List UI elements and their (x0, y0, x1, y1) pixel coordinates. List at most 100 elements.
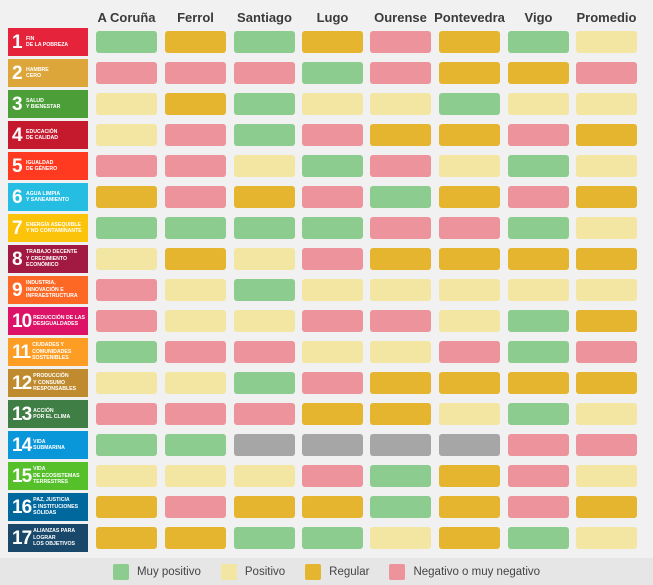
legend-swatch-regular (305, 563, 322, 580)
heatmap-cell (302, 31, 363, 53)
heatmap-cell (370, 496, 431, 518)
heatmap-cell (96, 248, 157, 270)
legend: Muy positivo Positivo Regular Negativo o… (0, 558, 653, 585)
heatmap-cell (439, 124, 500, 146)
heatmap-cell (234, 341, 295, 363)
sdg-number: 5 (12, 155, 23, 177)
sdg-number: 14 (12, 434, 32, 456)
heatmap-cell (439, 527, 500, 549)
heatmap-cell (96, 62, 157, 84)
sdg-title: AGUA LIMPIA Y SANEAMIENTO (26, 190, 70, 204)
heatmap-cell (165, 496, 226, 518)
sdg-label: 12 PRODUCCIÓN Y CONSUMO RESPONSABLES (8, 369, 88, 397)
sdg-number: 15 (12, 465, 32, 487)
heatmap-cell (234, 31, 295, 53)
heatmap-cell (508, 217, 569, 239)
heatmap-cell (576, 93, 637, 115)
heatmap-cell (302, 124, 363, 146)
heatmap-cell (508, 248, 569, 270)
sdg-title: VIDA SUBMARINA (33, 438, 65, 452)
heatmap-cell (370, 124, 431, 146)
sdg-title: CIUDADES Y COMUNIDADES SOSTENIBLES (32, 342, 72, 362)
heatmap-cell (234, 279, 295, 301)
heatmap-cell (96, 310, 157, 332)
sdg-title: ENERGÍA ASEQUIBLE Y NO CONTAMINANTE (26, 221, 82, 235)
sdg-label: 14 VIDA SUBMARINA (8, 431, 88, 459)
heatmap-cell (96, 341, 157, 363)
sdg-title: TRABAJO DECENTE Y CRECIMIENTO ECONÓMICO (26, 249, 78, 269)
heatmap-cell (234, 527, 295, 549)
sdg-label: 16 PAZ, JUSTICIA E INSTITUCIONES SÓLIDAS (8, 493, 88, 521)
sdg-number: 11 (12, 341, 31, 363)
heatmap-cell (302, 62, 363, 84)
heatmap-cell (96, 279, 157, 301)
column-header: Promedio (576, 10, 637, 25)
heatmap-cell (439, 372, 500, 394)
heatmap-cell (576, 248, 637, 270)
legend-label: Negativo o muy negativo (413, 565, 541, 578)
heatmap-cell (508, 341, 569, 363)
heatmap-cell (165, 465, 226, 487)
heatmap-cell (234, 310, 295, 332)
heatmap-cell (439, 93, 500, 115)
heatmap-cell (370, 62, 431, 84)
heatmap-cell (508, 434, 569, 456)
heatmap-cell (234, 186, 295, 208)
sdg-number: 9 (12, 279, 23, 301)
heatmap-cell (508, 403, 569, 425)
heatmap-cell (96, 155, 157, 177)
heatmap-cell (508, 186, 569, 208)
sdg-number: 1 (12, 31, 23, 53)
sdg-label: 4 EDUCACIÓN DE CALIDAD (8, 121, 88, 149)
sdg-title: IGUALDAD DE GÉNERO (26, 159, 58, 173)
heatmap-cell (370, 527, 431, 549)
heatmap-cell (576, 62, 637, 84)
legend-swatch-negativo (389, 563, 406, 580)
column-header: Ferrol (177, 10, 214, 25)
heatmap-cell (96, 372, 157, 394)
heatmap-cell (439, 403, 500, 425)
heatmap-cell (439, 496, 500, 518)
heatmap-cell (96, 434, 157, 456)
heatmap-cell (508, 527, 569, 549)
heatmap-cell (508, 372, 569, 394)
column-header: A Coruña (97, 10, 156, 25)
heatmap-cell (165, 310, 226, 332)
heatmap-cell (508, 496, 569, 518)
sdg-title: FIN DE LA POBREZA (26, 35, 69, 49)
column-header: Vigo (524, 10, 553, 25)
legend-label: Regular (329, 565, 370, 578)
sdg-label: 2 HAMBRE CERO (8, 59, 88, 87)
heatmap-cell (302, 465, 363, 487)
heatmap-cell (96, 93, 157, 115)
heatmap-cell (508, 62, 569, 84)
sdg-label: 7 ENERGÍA ASEQUIBLE Y NO CONTAMINANTE (8, 214, 88, 242)
heatmap-cell (96, 31, 157, 53)
heatmap-cell (439, 186, 500, 208)
heatmap-cell (370, 93, 431, 115)
heatmap-cell (96, 527, 157, 549)
heatmap-cell (165, 93, 226, 115)
heatmap-cell (576, 310, 637, 332)
heatmap-cell (234, 93, 295, 115)
heatmap-cell (234, 434, 295, 456)
heatmap-cell (439, 31, 500, 53)
sdg-label: 10 REDUCCIÓN DE LAS DESIGUALDADES (8, 307, 88, 335)
heatmap-cell (234, 124, 295, 146)
heatmap-cell (439, 465, 500, 487)
legend-item-positivo: Positivo (220, 563, 285, 580)
heatmap-cell (302, 155, 363, 177)
sdg-title: ACCIÓN POR EL CLIMA (33, 407, 71, 421)
heatmap-cell (370, 217, 431, 239)
sdg-label: 17 ALIANZAS PARA LOGRAR LOS OBJETIVOS (8, 524, 88, 552)
heatmap-cell (508, 279, 569, 301)
heatmap-cell (302, 279, 363, 301)
heatmap-cell (302, 341, 363, 363)
heatmap-cell (576, 217, 637, 239)
heatmap-cell (370, 434, 431, 456)
heatmap-cell (370, 186, 431, 208)
heatmap-cell (576, 434, 637, 456)
heatmap-cell (576, 465, 637, 487)
heatmap-cell (302, 434, 363, 456)
heatmap-cell (165, 217, 226, 239)
